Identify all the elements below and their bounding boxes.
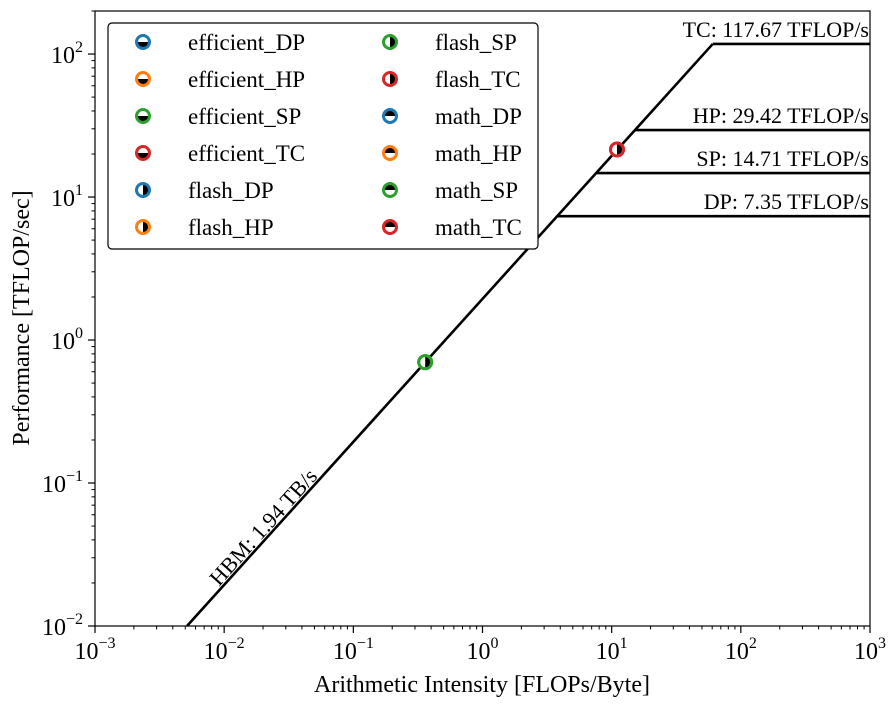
legend-marker-math-tc: [382, 219, 398, 235]
legend-entry-math-tc: math_TC: [435, 215, 522, 240]
y-axis-label: Performance [TFLOP/sec]: [9, 190, 35, 445]
x-tick-label: 101: [596, 635, 628, 665]
x-axis-label: Arithmetic Intensity [FLOPs/Byte]: [314, 672, 650, 698]
legend-marker-math-hp: [382, 145, 398, 161]
y-tick-label: 102: [51, 39, 83, 69]
point-flash-tc: [609, 141, 626, 158]
legend-entry-flash-sp: flash_SP: [435, 30, 517, 55]
x-tick-label: 10−1: [333, 635, 374, 665]
x-tick-label: 100: [467, 635, 499, 665]
legend-marker-efficient-dp: [135, 34, 151, 50]
legend-entry-efficient-dp: efficient_DP: [188, 30, 305, 55]
legend-entry-flash-tc: flash_TC: [435, 67, 521, 92]
memory-roof-line: [186, 43, 714, 627]
legend-marker-flash-dp: [135, 182, 151, 198]
point-flash-sp: [417, 354, 434, 371]
y-tick-label: 10−1: [42, 468, 83, 498]
roof-label-dp: DP: 7.35 TFLOP/s: [704, 189, 869, 214]
y-tick-label: 101: [51, 182, 83, 212]
roof-label-hp: HP: 29.42 TFLOP/s: [693, 103, 869, 128]
legend-marker-efficient-hp: [135, 71, 151, 87]
roof-label-sp: SP: 14.71 TFLOP/s: [696, 146, 869, 171]
legend-marker-math-dp: [382, 108, 398, 124]
x-tick-label: 102: [725, 635, 757, 665]
legend-marker-efficient-sp: [135, 108, 151, 124]
y-axis-ticks: 10−2 10−1 100 101 102: [42, 10, 95, 641]
legend-entry-efficient-sp: efficient_SP: [188, 104, 301, 129]
legend-box: [107, 22, 539, 250]
legend-entry-math-sp: math_SP: [435, 178, 518, 203]
roof-label-tc: TC: 117.67 TFLOP/s: [683, 17, 869, 42]
legend-entry-efficient-hp: efficient_HP: [188, 67, 305, 92]
x-tick-label: 103: [854, 635, 886, 665]
memory-roof-label: HBM: 1.94 TB/s: [204, 464, 322, 591]
legend-marker-efficient-tc: [135, 145, 151, 161]
x-tick-label: 10−3: [74, 635, 115, 665]
legend-marker-flash-sp: [382, 34, 398, 50]
x-axis-ticks: 10−3 10−2 10−1 100 101 102 103: [74, 626, 886, 665]
legend: efficient_DP efficient_HP efficient_SPeffi…: [107, 22, 539, 250]
x-tick-label: 10−2: [204, 635, 245, 665]
legend-marker-flash-hp: [135, 219, 151, 235]
legend-entry-math-dp: math_DP: [435, 104, 522, 129]
legend-marker-math-sp: [382, 182, 398, 198]
legend-entry-efficient-tc: efficient_TC: [188, 141, 305, 166]
y-tick-label: 100: [51, 325, 83, 355]
legend-entry-flash-hp: flash_HP: [188, 215, 274, 240]
y-tick-label: 10−2: [42, 611, 83, 641]
legend-entry-flash-dp: flash_DP: [188, 178, 274, 203]
roofline-lines: [186, 42, 870, 627]
data-points: [417, 141, 626, 371]
legend-marker-flash-tc: [382, 71, 398, 87]
legend-entry-math-hp: math_HP: [435, 141, 522, 166]
